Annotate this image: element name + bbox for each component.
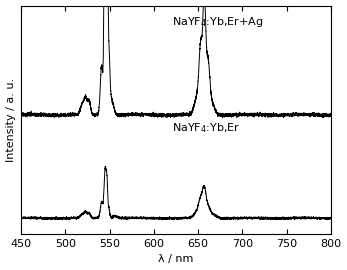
Text: NaYF$_4$:Yb,Er: NaYF$_4$:Yb,Er bbox=[171, 121, 240, 134]
Y-axis label: Intensity / a. u.: Intensity / a. u. bbox=[6, 78, 16, 162]
Text: NaYF$_4$:Yb,Er+Ag: NaYF$_4$:Yb,Er+Ag bbox=[171, 15, 263, 29]
X-axis label: λ / nm: λ / nm bbox=[158, 254, 194, 264]
